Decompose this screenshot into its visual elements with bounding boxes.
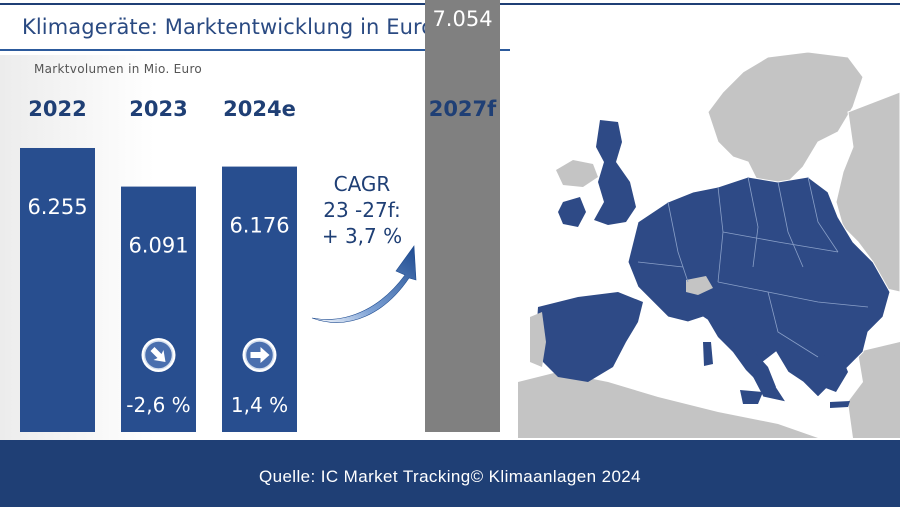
category-label: 2024e — [223, 97, 296, 121]
category-label: 2022 — [28, 97, 86, 121]
bar-2022 — [20, 147, 95, 432]
value-label: 6.255 — [27, 195, 87, 219]
value-label: 7.054 — [432, 7, 492, 31]
map-iceland — [556, 160, 598, 187]
cagr-arrow — [311, 245, 417, 323]
map-africa — [518, 372, 818, 438]
title-underline — [0, 49, 510, 51]
map-portugal — [530, 312, 546, 367]
map-switzerland — [686, 276, 713, 295]
map-uk — [594, 120, 636, 225]
category-label: 2023 — [129, 97, 187, 121]
bar-2024e — [222, 166, 297, 432]
map-iberia — [536, 292, 643, 382]
map-ireland — [558, 197, 586, 227]
growth-label: 1,4 % — [231, 393, 288, 417]
value-label: 6.176 — [229, 214, 289, 238]
bar-2027f — [425, 0, 500, 433]
map-borders — [637, 176, 869, 358]
footer-band — [0, 440, 900, 507]
source-note: Quelle: IC Market Tracking© Klimaanlagen… — [258, 467, 642, 486]
map-scandinavia — [707, 52, 864, 193]
europe-map — [518, 52, 900, 438]
map-turkey — [848, 342, 900, 438]
growth-label: -2,6 % — [126, 393, 190, 417]
bar-2023 — [121, 186, 196, 432]
y-axis-label: Marktvolumen in Mio. Euro — [34, 62, 203, 76]
map-east — [835, 91, 900, 293]
header: Klimageräte: Marktentwicklung in Europa — [0, 12, 520, 52]
map-crete — [830, 401, 850, 408]
category-label: 2027f — [429, 97, 497, 121]
map-italy — [703, 302, 776, 392]
arrow-down-right-icon-glyph — [150, 347, 166, 362]
bar-chart: 2022 6.255 2023 6.091 -2,6 % 2024e 6.176 1,4 % 2… — [20, 0, 500, 433]
map-greece — [816, 352, 848, 392]
cagr-text: 23 -27f: — [323, 198, 401, 222]
page-title: Klimageräte: Marktentwicklung in Europa — [22, 15, 461, 39]
map-sicily — [740, 390, 763, 404]
map-sardinia — [703, 342, 713, 366]
arrow-right-icon-glyph — [250, 347, 270, 363]
map-continental-europe — [627, 176, 891, 403]
cagr-text: + 3,7 % — [322, 224, 402, 248]
cagr-text: CAGR — [334, 172, 391, 196]
value-label: 6.091 — [128, 234, 188, 258]
